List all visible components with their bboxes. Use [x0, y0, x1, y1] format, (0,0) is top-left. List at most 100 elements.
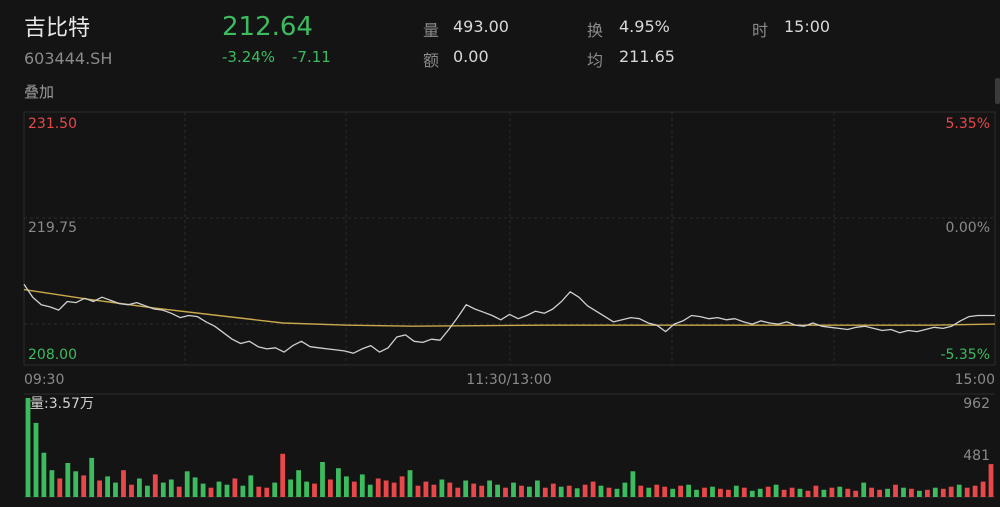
volume-bar	[463, 480, 469, 497]
volume-bar	[41, 452, 47, 497]
volume-bar	[415, 485, 421, 497]
volume-bar	[980, 481, 986, 497]
volume-bar	[200, 483, 206, 497]
volume-bar	[375, 478, 381, 497]
volume-bar	[598, 485, 604, 497]
volume-bar	[789, 487, 795, 497]
volume-bar	[176, 486, 182, 497]
volume-bar	[893, 484, 898, 497]
volume-bar	[487, 480, 492, 497]
volume-bar	[25, 398, 31, 497]
volume-bar	[678, 485, 683, 497]
volume-bar	[113, 482, 118, 497]
volume-bar	[988, 464, 994, 497]
volume-bar	[733, 485, 739, 497]
volume-bar	[845, 488, 851, 497]
volume-bar	[168, 479, 174, 497]
volume-bar	[821, 489, 827, 497]
volume-bar	[710, 486, 715, 497]
volume-bar	[837, 486, 843, 497]
volume-bar	[757, 488, 763, 497]
volume-bar	[97, 480, 102, 497]
volume-bar	[956, 484, 962, 497]
volume-bar	[152, 474, 158, 497]
volume-bar	[614, 488, 620, 497]
volume-bar	[654, 484, 660, 497]
stock-name: 吉比特	[24, 16, 91, 41]
volume-bar	[646, 487, 652, 497]
amount-label: 额	[423, 51, 440, 70]
volume-bar	[192, 477, 198, 497]
average-price-label: 均	[587, 51, 604, 70]
volume-bar	[606, 487, 612, 497]
volume-bar	[272, 482, 278, 497]
volume-bar	[304, 481, 309, 497]
volume-bar	[917, 490, 922, 497]
volume-bar	[829, 487, 835, 497]
x-tick-open: 09:30	[24, 372, 64, 388]
volume-bar	[160, 482, 166, 497]
volume-bar	[296, 470, 301, 497]
volume-bar	[901, 487, 906, 497]
volume-bar	[129, 484, 134, 497]
stock-code: 603444.SH	[24, 49, 113, 68]
volume-bar	[145, 485, 150, 497]
volume-bar	[423, 481, 429, 497]
volume-bar	[495, 484, 500, 497]
volume-bar	[622, 482, 628, 497]
turnover-rate-label: 换	[587, 21, 604, 40]
price-line	[23, 283, 995, 354]
volume-tick-high: 962	[963, 396, 990, 412]
average-price-line	[23, 288, 996, 327]
volume-bar	[511, 482, 516, 497]
volume-bar	[399, 476, 405, 497]
volume-bar	[869, 487, 874, 497]
volume-bar	[288, 479, 293, 497]
change-percent: -3.24%	[222, 48, 276, 66]
overlay-button[interactable]: 叠加	[24, 83, 55, 101]
volume-bar	[105, 476, 110, 497]
y-tick-right-low: -5.35%	[940, 347, 990, 363]
volume-bar	[439, 479, 445, 497]
volume-bar	[574, 488, 580, 497]
volume-bar	[57, 478, 63, 497]
volume-bar	[773, 484, 779, 497]
volume-bar	[137, 478, 142, 497]
scroll-handle[interactable]	[995, 78, 1000, 104]
volume-bar	[964, 487, 970, 497]
volume-bar	[320, 462, 325, 497]
volume-bar	[550, 483, 556, 497]
volume-bar	[121, 470, 126, 497]
volume-bar	[431, 484, 437, 497]
volume-bar	[351, 481, 357, 497]
y-tick-left-mid: 219.75	[28, 220, 77, 236]
volume-bar	[312, 483, 317, 497]
volume-bar	[264, 487, 270, 497]
volume-bar	[630, 471, 636, 497]
volume-bar	[670, 488, 676, 497]
volume-bar	[813, 485, 819, 497]
volume-bar	[224, 484, 230, 497]
volume-bar	[216, 481, 222, 497]
volume-bar	[479, 485, 485, 497]
volume-bar	[407, 470, 413, 497]
y-tick-left-low: 208.00	[28, 347, 77, 363]
volume-label: 量:3.57万	[30, 396, 94, 412]
volume-bar	[519, 485, 524, 497]
volume-bar	[694, 489, 699, 497]
volume-bar	[558, 486, 564, 497]
volume-bar	[797, 488, 803, 497]
volume-bar	[805, 490, 811, 497]
volume-bar	[391, 482, 397, 497]
volume-bar	[33, 422, 39, 497]
y-tick-right-high: 5.35%	[946, 116, 990, 132]
volume-bar	[909, 488, 914, 497]
y-tick-right-mid: 0.00%	[946, 220, 990, 236]
volume-bar	[184, 471, 190, 497]
volume-bar	[861, 482, 867, 497]
volume-bar	[877, 489, 882, 497]
volume-bar	[447, 482, 453, 497]
volume-bar	[359, 474, 365, 497]
time-value: 15:00	[784, 17, 831, 36]
